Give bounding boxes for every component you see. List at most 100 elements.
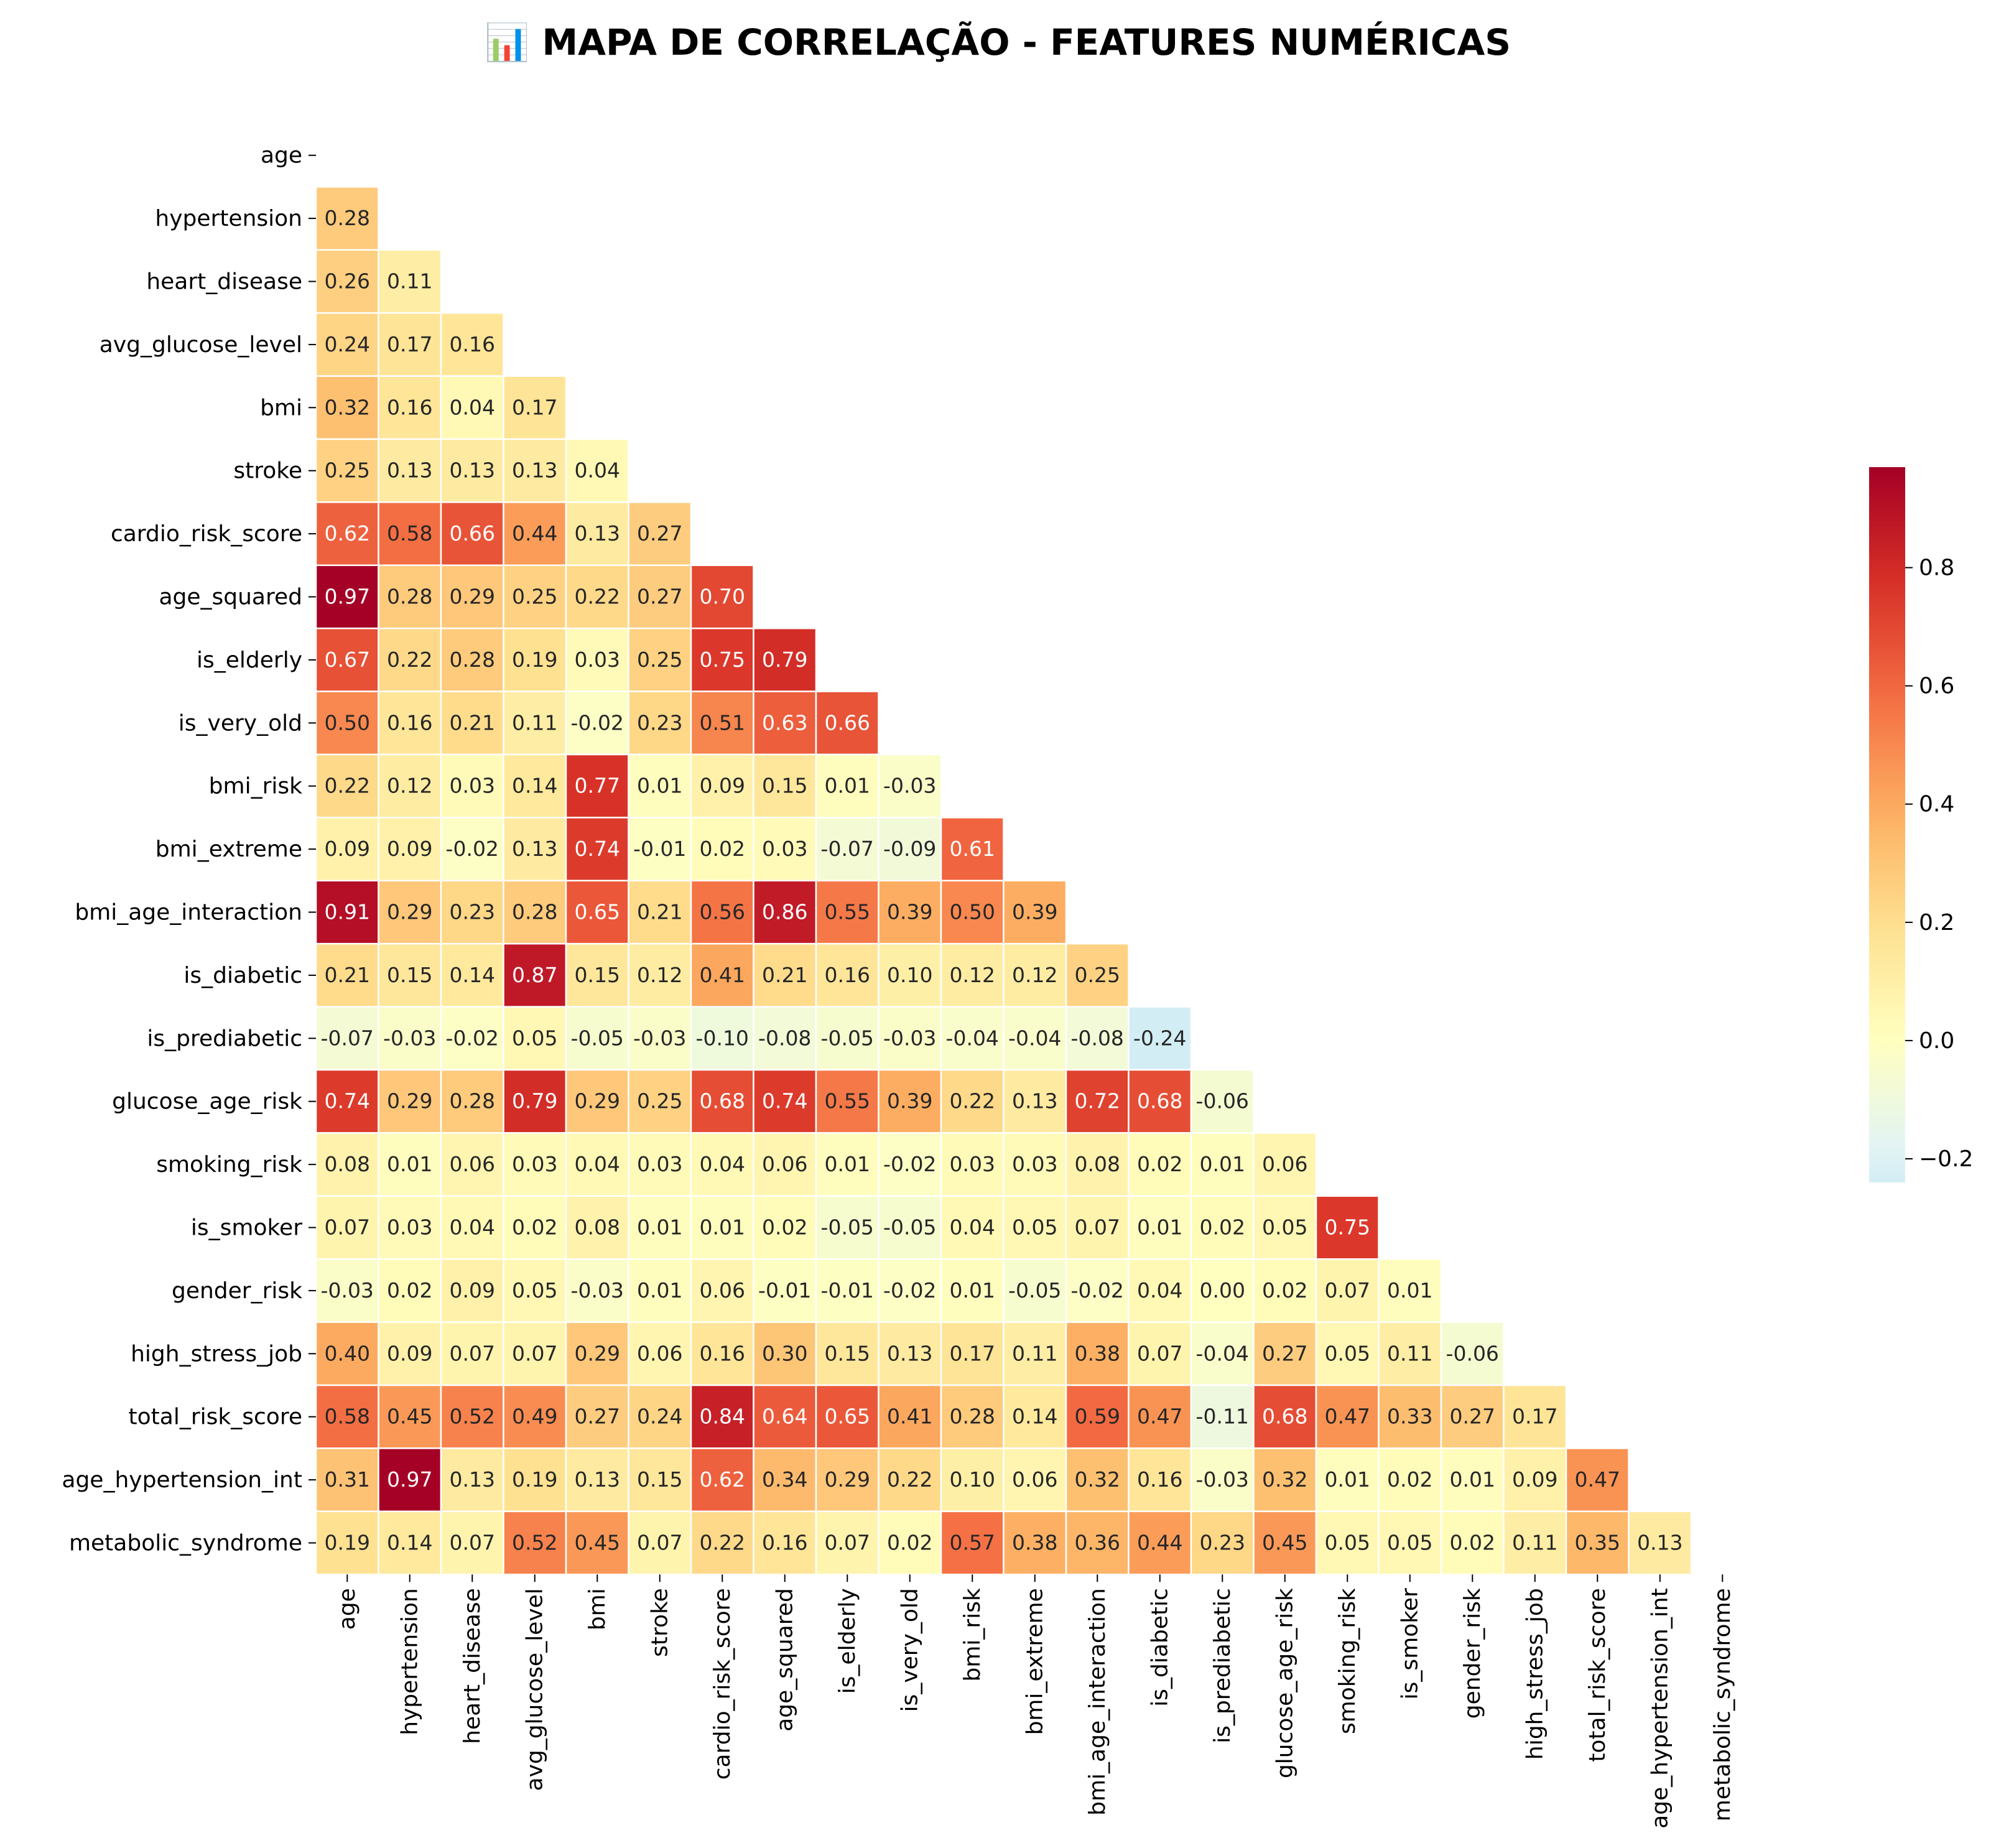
cell-value-label: 0.47	[1137, 1405, 1182, 1429]
heatmap-cell	[1440, 1510, 1505, 1576]
heatmap-cell	[940, 1195, 1005, 1260]
cell-value-label: 0.19	[512, 1467, 557, 1492]
cell-value-label: 0.39	[887, 1089, 932, 1113]
heatmap-cell	[628, 942, 692, 1008]
heatmap-cell	[440, 312, 504, 377]
heatmap-cell	[378, 1132, 442, 1197]
cell-value-label: 0.63	[762, 710, 807, 735]
cell-value-label: 0.01	[637, 1215, 682, 1240]
cell-value-label: 0.23	[1200, 1531, 1245, 1555]
cell-value-label: 0.21	[637, 900, 682, 924]
cell-value-label: 0.97	[387, 1467, 432, 1492]
heatmap-cell	[1003, 880, 1067, 945]
heatmap-cell	[1628, 1510, 1692, 1576]
cell-value-label: 0.32	[1262, 1467, 1307, 1492]
cell-value-label: 0.09	[700, 774, 745, 798]
heatmap-cell	[1315, 1321, 1380, 1386]
cell-value-label: 0.04	[575, 458, 620, 483]
cell-value-label: 0.07	[1075, 1215, 1120, 1240]
heatmap-cell	[1378, 1321, 1442, 1386]
cell-value-label: 0.09	[387, 1341, 432, 1365]
cell-value-label: 0.15	[575, 963, 620, 987]
heatmap-cell	[628, 1447, 692, 1513]
x-tick-label: bmi_extreme	[1023, 1588, 1048, 1735]
cell-value-label: 0.29	[387, 1089, 432, 1113]
cell-value-label: 0.56	[700, 900, 745, 924]
cell-value-label: 0.05	[1262, 1215, 1307, 1240]
heatmap-cell	[753, 1321, 817, 1386]
cell-value-label: 0.11	[387, 269, 432, 294]
cell-value-label: 0.38	[1075, 1341, 1120, 1365]
heatmap-cell	[1315, 1447, 1380, 1513]
y-tick-label: glucose_age_risk	[112, 1089, 302, 1115]
x-tick-label: total_risk_score	[1585, 1588, 1610, 1762]
y-tick-label: age_hypertension_int	[62, 1467, 302, 1493]
cell-value-label: 0.13	[575, 1467, 620, 1492]
y-tick-label: smoking_risk	[156, 1152, 302, 1177]
heatmap-cell	[940, 1447, 1005, 1513]
x-tick-label: age_squared	[773, 1588, 798, 1732]
cell-value-label: 0.13	[450, 458, 495, 483]
heatmap-cell	[815, 817, 880, 882]
heatmap-cell	[503, 880, 567, 945]
heatmap-cell	[878, 1321, 942, 1386]
cell-value-label: 0.62	[325, 521, 370, 546]
cell-value-label: -0.02	[446, 837, 499, 861]
cell-value-label: 0.50	[325, 710, 370, 735]
cell-value-label: -0.08	[1071, 1026, 1124, 1050]
heatmap-cell	[1190, 1258, 1255, 1323]
heatmap-cell	[753, 1447, 817, 1513]
cell-value-label: 0.17	[1512, 1405, 1557, 1429]
cell-value-label: 0.11	[1387, 1341, 1432, 1365]
cell-value-label: 0.68	[700, 1089, 745, 1113]
cell-value-label: 0.22	[700, 1531, 745, 1555]
cell-value-label: 0.31	[325, 1467, 370, 1492]
heatmap-cell	[1128, 1195, 1192, 1260]
cell-value-label: 0.02	[1262, 1278, 1307, 1302]
heatmap-cell	[1003, 1447, 1067, 1513]
cell-value-label: -0.03	[571, 1278, 624, 1302]
cell-value-label: 0.05	[512, 1278, 557, 1302]
x-tick-label: high_stress_job	[1523, 1588, 1548, 1760]
heatmap-cell	[315, 753, 379, 819]
heatmap-cell	[1128, 1132, 1192, 1197]
cell-value-label: 0.27	[575, 1405, 620, 1429]
heatmap-cell	[940, 1069, 1005, 1134]
heatmap-cell	[1315, 1384, 1380, 1449]
cell-value-label: 0.05	[1387, 1531, 1432, 1555]
cell-value-label: 0.91	[325, 900, 370, 924]
cell-value-label: 0.39	[1012, 900, 1057, 924]
heatmap-cell	[1378, 1384, 1442, 1449]
heatmap-cell	[315, 880, 379, 945]
cell-value-label: 0.64	[762, 1405, 807, 1429]
heatmap-cell	[815, 753, 880, 819]
heatmap-cell	[628, 690, 692, 756]
cell-value-label: 0.03	[762, 837, 807, 861]
cell-value-label: 0.23	[637, 710, 682, 735]
cell-value-label: 0.16	[387, 395, 432, 419]
heatmap-cell	[1565, 1510, 1630, 1576]
heatmap-cell	[690, 1384, 754, 1449]
heatmap-cell	[565, 942, 629, 1008]
cell-value-label: 0.38	[1012, 1531, 1057, 1555]
heatmap-cell	[565, 1510, 629, 1576]
cell-value-label: 0.01	[950, 1278, 995, 1302]
cell-value-label: 0.22	[387, 648, 432, 672]
heatmap-cell	[503, 1132, 567, 1197]
cell-value-label: 0.14	[1012, 1405, 1057, 1429]
heatmap-cell	[315, 564, 379, 629]
cell-value-label: 0.68	[1137, 1089, 1182, 1113]
cell-value-label: 0.41	[887, 1405, 932, 1429]
cell-value-label: 0.45	[387, 1405, 432, 1429]
heatmap-cell	[565, 1384, 629, 1449]
cell-value-label: -0.02	[1071, 1278, 1124, 1302]
x-tick-label: glucose_age_risk	[1273, 1588, 1298, 1778]
heatmap-cell	[440, 1132, 504, 1197]
y-axis-tick-labels: age hypertension heart_disease avg_glucose_…	[62, 143, 316, 1556]
y-tick-label: is_smoker	[191, 1215, 302, 1241]
heatmap-cell	[440, 627, 504, 692]
cell-value-label: 0.07	[1137, 1341, 1182, 1365]
cell-value-label: 0.17	[950, 1341, 995, 1365]
cell-value-label: -0.03	[1196, 1467, 1249, 1492]
